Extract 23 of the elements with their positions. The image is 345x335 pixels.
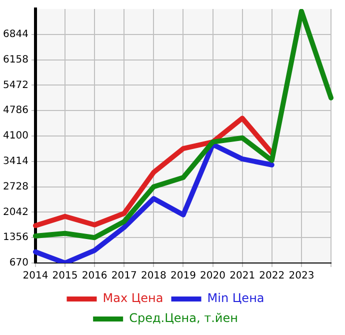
x-tick-label: 2020 xyxy=(200,270,226,282)
y-tick-label: 4100 xyxy=(2,130,28,142)
y-tick-label: 1356 xyxy=(2,232,28,244)
x-tick-label: 2014 xyxy=(22,270,48,282)
y-tick-label: 670 xyxy=(9,258,28,269)
x-tick-label: 2019 xyxy=(170,270,196,282)
y-tick-label: 5472 xyxy=(2,80,28,91)
x-tick-label: 2023 xyxy=(288,270,314,282)
y-tick-label: 6844 xyxy=(2,28,28,40)
x-tick-label: 2017 xyxy=(111,270,137,282)
x-tick-label: 2022 xyxy=(259,270,285,282)
y-tick-label: 2042 xyxy=(2,206,28,218)
y-tick-label: 2728 xyxy=(2,181,28,192)
legend-label: Max Цена xyxy=(102,291,164,306)
y-tick-label: 6158 xyxy=(2,54,28,66)
x-tick-label: 2016 xyxy=(82,270,108,282)
x-tick-label: 2015 xyxy=(52,270,78,282)
x-tick-label: 2018 xyxy=(140,270,166,282)
legend-label: Min Цена xyxy=(207,291,264,306)
x-tick-label: 2021 xyxy=(230,270,256,282)
y-tick-label: 3414 xyxy=(2,156,28,167)
legend-label: Сред.Цена, т.йен xyxy=(129,311,238,326)
y-tick-label: 4786 xyxy=(2,105,28,116)
